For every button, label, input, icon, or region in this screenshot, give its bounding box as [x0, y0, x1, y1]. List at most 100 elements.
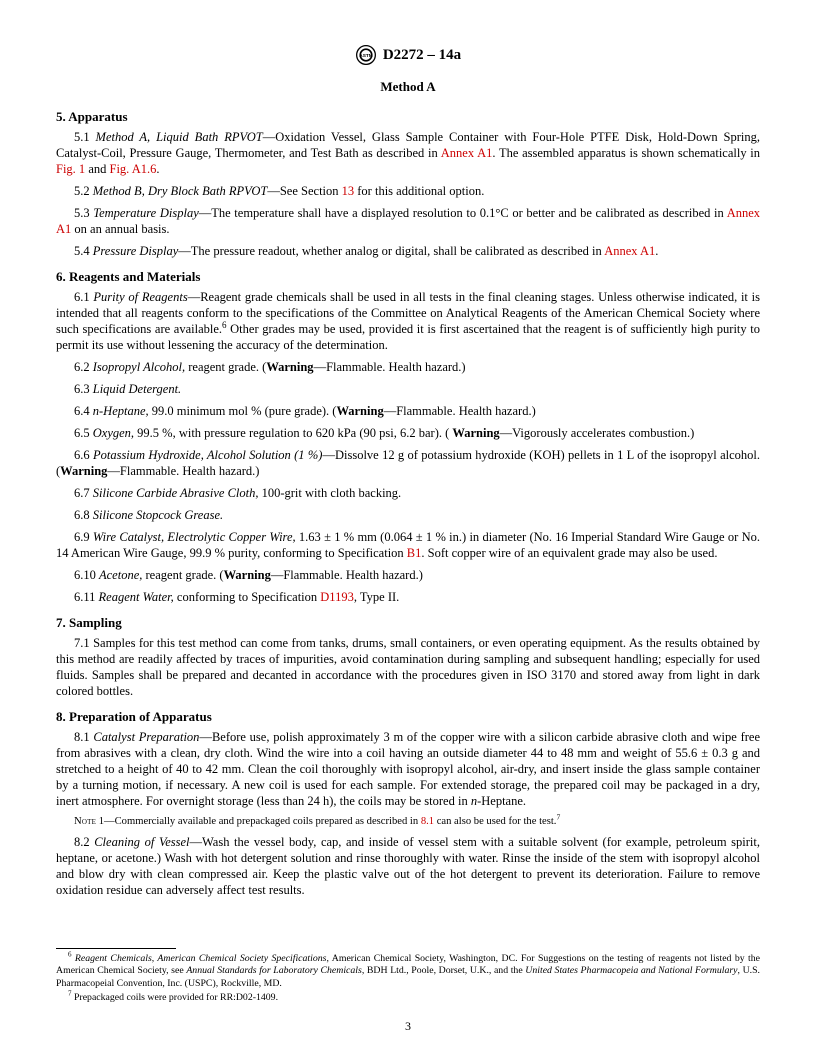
- footnote-6: 6 Reagent Chemicals, American Chemical S…: [56, 953, 760, 990]
- page-header: ASTM D2272 – 14a: [56, 44, 760, 71]
- head-5-4: Pressure Display: [93, 244, 179, 258]
- page: ASTM D2272 – 14a Method A 5. Apparatus 5…: [0, 0, 816, 1056]
- num-6-7: 6.7: [74, 486, 93, 500]
- note-1-b: can also be used for the test.: [434, 816, 556, 827]
- head-6-2: Isopropyl Alcohol,: [93, 360, 185, 374]
- section-6-heading: 6. Reagents and Materials: [56, 269, 760, 285]
- txt-6-10-b: reagent grade. (: [142, 568, 223, 582]
- num-6-2: 6.2: [74, 360, 93, 374]
- head-6-11: Reagent Water,: [99, 590, 174, 604]
- astm-logo-icon: ASTM: [355, 44, 377, 66]
- txt-5-2-c: for this additional option.: [354, 184, 484, 198]
- note-1-a: 1—Commercially available and prepackaged…: [96, 816, 421, 827]
- para-8-2: 8.2 Cleaning of Vessel—Wash the vessel b…: [56, 834, 760, 898]
- link-d1193[interactable]: D1193: [320, 590, 354, 604]
- num-6-4: 6.4: [74, 404, 93, 418]
- fn6-c: , BDH Ltd., Poole, Dorset, U.K., and the: [362, 965, 525, 976]
- txt-6-10-c: —Flammable. Health hazard.): [271, 568, 423, 582]
- num-6-9: 6.9: [74, 530, 93, 544]
- para-5-4: 5.4 Pressure Display—The pressure readou…: [56, 243, 760, 259]
- warn-6-4: Warning: [336, 404, 383, 418]
- txt-5-2-b: —See Section: [267, 184, 341, 198]
- para-6-10: 6.10 Acetone, reagent grade. (Warning—Fl…: [56, 567, 760, 583]
- txt-5-4-c: .: [655, 244, 658, 258]
- txt-6-11-c: , Type II.: [354, 590, 399, 604]
- section-5-heading: 5. Apparatus: [56, 109, 760, 125]
- para-7-1: 7.1 Samples for this test method can com…: [56, 635, 760, 699]
- note-1: Note 1—Commercially available and prepac…: [56, 815, 760, 828]
- fn6-i2: Annual Standards for Laboratory Chemical…: [186, 965, 362, 976]
- link-8-1[interactable]: 8.1: [421, 816, 434, 827]
- txt-8-1-c: -Heptane.: [477, 794, 526, 808]
- head-6-3: Liquid Detergent.: [93, 382, 181, 396]
- link-annex-a1[interactable]: Annex A1: [441, 146, 493, 160]
- para-6-5: 6.5 Oxygen, 99.5 %, with pressure regula…: [56, 425, 760, 441]
- txt-6-6-c: —Flammable. Health hazard.): [107, 464, 259, 478]
- note-1-label: Note: [74, 816, 96, 827]
- num-5-2: 5.2: [74, 184, 93, 198]
- designation: D2272 – 14a: [383, 47, 461, 64]
- txt-6-4-c: —Flammable. Health hazard.): [384, 404, 536, 418]
- para-6-1: 6.1 Purity of Reagents—Reagent grade che…: [56, 289, 760, 353]
- head-6-5: Oxygen,: [93, 426, 134, 440]
- head-6-10: Acetone,: [99, 568, 142, 582]
- para-5-1: 5.1 Method A, Liquid Bath RPVOT—Oxidatio…: [56, 129, 760, 177]
- head-5-2: Method B, Dry Block Bath RPVOT: [93, 184, 268, 198]
- txt-5-4-b: —The pressure readout, whether analog or…: [178, 244, 604, 258]
- para-5-3: 5.3 Temperature Display—The temperature …: [56, 205, 760, 237]
- num-8-1: 8.1: [74, 730, 93, 744]
- sup-7: 7: [556, 812, 560, 821]
- head-6-1: Purity of Reagents: [93, 290, 187, 304]
- num-6-6: 6.6: [74, 448, 93, 462]
- head-8-2: Cleaning of Vessel: [94, 835, 189, 849]
- fn7-text: Prepackaged coils were provided for RR:D…: [72, 992, 279, 1003]
- para-6-6: 6.6 Potassium Hydroxide, Alcohol Solutio…: [56, 447, 760, 479]
- head-5-1: Method A, Liquid Bath RPVOT: [96, 130, 263, 144]
- page-number: 3: [0, 1019, 816, 1034]
- head-6-4: n-Heptane,: [93, 404, 149, 418]
- txt-6-5-c: —Vigorously accelerates combustion.): [500, 426, 695, 440]
- para-6-3: 6.3 Liquid Detergent.: [56, 381, 760, 397]
- txt-5-1-d: and: [85, 162, 109, 176]
- link-fig-a1-6[interactable]: Fig. A1.6: [110, 162, 157, 176]
- num-5-1: 5.1: [74, 130, 96, 144]
- fn6-i1: Reagent Chemicals, American Chemical Soc…: [75, 953, 327, 964]
- link-annex-a1-3[interactable]: Annex A1: [604, 244, 655, 258]
- txt-5-3-c: on an annual basis.: [71, 222, 169, 236]
- link-fig-1[interactable]: Fig. 1: [56, 162, 85, 176]
- para-6-2: 6.2 Isopropyl Alcohol, reagent grade. (W…: [56, 359, 760, 375]
- para-5-2: 5.2 Method B, Dry Block Bath RPVOT—See S…: [56, 183, 760, 199]
- warn-6-6: Warning: [60, 464, 107, 478]
- footnote-separator: [56, 948, 176, 949]
- para-6-8: 6.8 Silicone Stopcock Grease.: [56, 507, 760, 523]
- num-6-10: 6.10: [74, 568, 99, 582]
- svg-text:ASTM: ASTM: [359, 53, 373, 59]
- txt-6-2-b: reagent grade. (: [185, 360, 266, 374]
- head-6-7: Silicone Carbide Abrasive Cloth,: [93, 486, 259, 500]
- num-6-3: 6.3: [74, 382, 93, 396]
- txt-5-3-b: —The temperature shall have a displayed …: [199, 206, 727, 220]
- method-title: Method A: [56, 79, 760, 95]
- para-6-11: 6.11 Reagent Water, conforming to Specif…: [56, 589, 760, 605]
- warn-6-10: Warning: [224, 568, 271, 582]
- head-6-6: Potassium Hydroxide, Alcohol Solution (1…: [93, 448, 323, 462]
- para-6-9: 6.9 Wire Catalyst, Electrolytic Copper W…: [56, 529, 760, 561]
- para-6-7: 6.7 Silicone Carbide Abrasive Cloth, 100…: [56, 485, 760, 501]
- num-6-11: 6.11: [74, 590, 99, 604]
- para-6-4: 6.4 n-Heptane, 99.0 minimum mol % (pure …: [56, 403, 760, 419]
- para-8-1: 8.1 Catalyst Preparation—Before use, pol…: [56, 729, 760, 809]
- head-6-9: Wire Catalyst, Electrolytic Copper Wire,: [93, 530, 296, 544]
- num-5-3: 5.3: [74, 206, 93, 220]
- section-7-heading: 7. Sampling: [56, 615, 760, 631]
- link-section-13[interactable]: 13: [342, 184, 355, 198]
- txt-6-11-b: conforming to Specification: [174, 590, 321, 604]
- link-b1[interactable]: B1: [407, 546, 422, 560]
- section-8-heading: 8. Preparation of Apparatus: [56, 709, 760, 725]
- fn6-sup: 6: [68, 951, 72, 959]
- num-6-8: 6.8: [74, 508, 93, 522]
- head-8-1: Catalyst Preparation: [93, 730, 199, 744]
- txt-5-1-e: .: [156, 162, 159, 176]
- txt-6-9-c: . Soft copper wire of an equivalent grad…: [421, 546, 717, 560]
- num-6-1: 6.1: [74, 290, 93, 304]
- txt-6-2-c: —Flammable. Health hazard.): [314, 360, 466, 374]
